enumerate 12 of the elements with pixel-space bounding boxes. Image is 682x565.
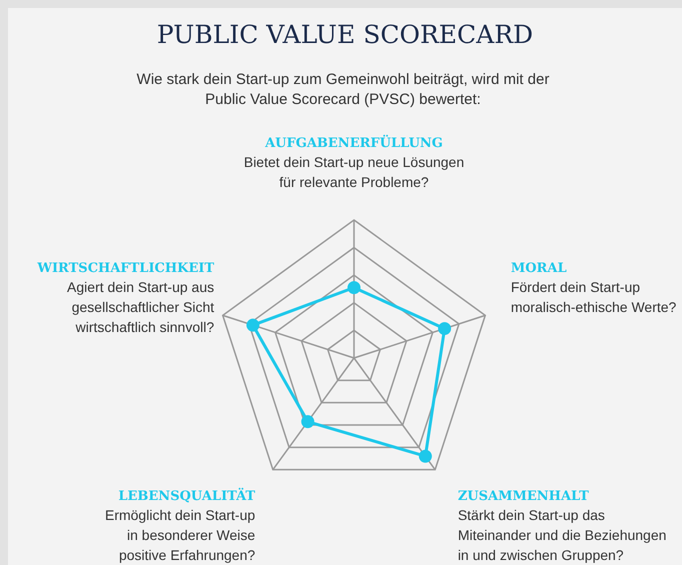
- spoke-label: MORAL: [510, 260, 567, 276]
- spoke-label: WIRTSCHAFTLICHKEIT: [36, 260, 214, 276]
- spoke-label: LEBENSQUALITÄT: [118, 487, 256, 504]
- spoke-label: AUFGABENERFÜLLUNG: [264, 134, 443, 151]
- text: Bietet dein Start-up neue Lösungen für relevante Probleme?: [244, 154, 464, 190]
- text: Ermöglicht dein Start-up in besonderer Weise positive Erfahrungen?: [104, 507, 256, 564]
- chart-title: PUBLIC VALUE SCORECARD: [156, 20, 534, 49]
- text: Fördert dein Start-up moralisch-ethische Werte?: [510, 278, 677, 315]
- chart-subtitle: Wie stark dein Start-up zum Gemeinwohl beiträgt, wird mit der Public Value Scorecard (PVSC) bewertet:: [136, 70, 550, 110]
- spoke-label: ZUSAMMENHALT: [458, 489, 590, 504]
- text: Stärkt dein Start-up das Miteinander und die Beziehungen in und zwischen Gruppen?: [458, 507, 666, 564]
- text: Agiert dein Start-up aus gesellschaftlicher Sicht wirtschaftlich sinnvoll?: [67, 278, 214, 335]
